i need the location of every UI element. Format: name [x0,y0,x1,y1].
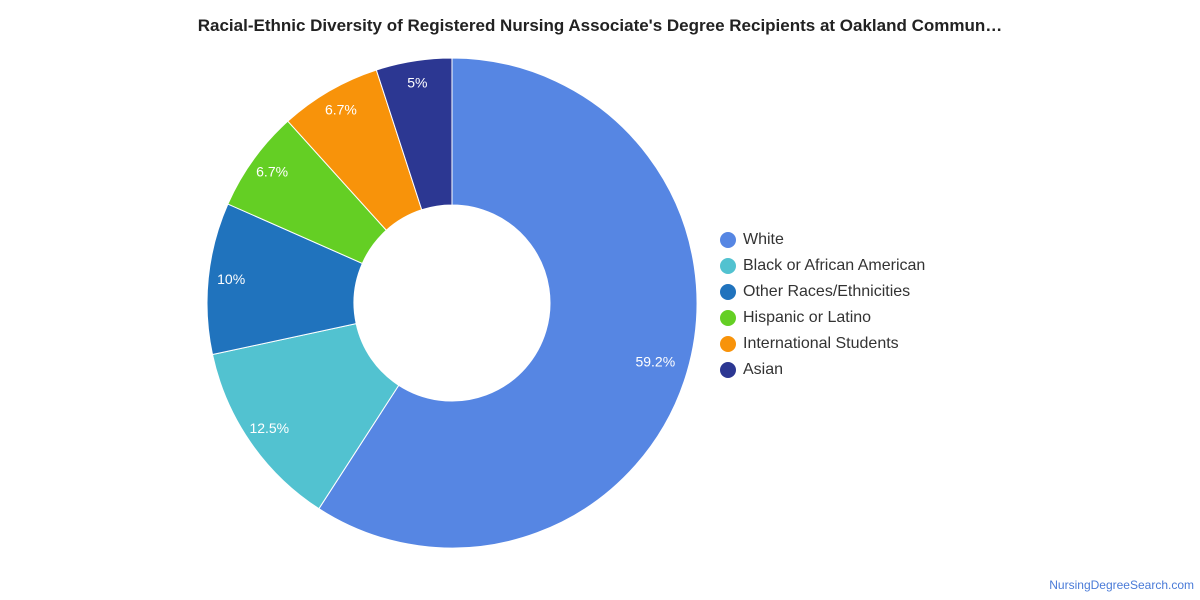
legend-swatch [720,258,736,274]
legend-label: Other Races/Ethnicities [743,283,911,300]
legend-item-white[interactable]: White [720,227,925,253]
legend-item-other-races-ethnicities[interactable]: Other Races/Ethnicities [720,279,925,305]
slice-white[interactable] [318,57,698,549]
footer-source[interactable]: NursingDegreeSearch.com [1049,578,1194,592]
legend-label: Asian [743,361,784,378]
legend-swatch [720,232,736,248]
slice-label-white: 59.2% [635,354,675,370]
slice-black-or-african-american[interactable] [211,323,400,510]
legend-item-asian[interactable]: Asian [720,357,925,383]
legend-swatch [720,310,736,326]
legend-label: White [743,231,784,248]
legend-swatch [720,284,736,300]
legend-item-hispanic-or-latino[interactable]: Hispanic or Latino [720,305,925,331]
legend-item-international-students[interactable]: International Students [720,331,925,357]
slice-label-asian: 5% [407,74,427,90]
slice-label-hispanic-or-latino: 6.7% [256,164,288,180]
slice-label-black-or-african-american: 12.5% [249,420,289,436]
legend-label: Hispanic or Latino [743,309,872,326]
slice-label-international-students: 6.7% [325,102,357,118]
legend-item-black-or-african-american[interactable]: Black or African American [720,253,925,279]
slice-label-other-races-ethnicities: 10% [217,271,245,287]
chart-legend: White Black or African American Other Race… [720,227,925,383]
chart-title: Racial-Ethnic Diversity of Registered Nu… [197,16,1003,35]
legend-label: Black or African American [743,257,926,274]
legend-label: International Students [743,335,899,352]
legend-swatch [720,362,736,378]
legend-swatch [720,336,736,352]
slice-asian[interactable] [375,57,453,211]
